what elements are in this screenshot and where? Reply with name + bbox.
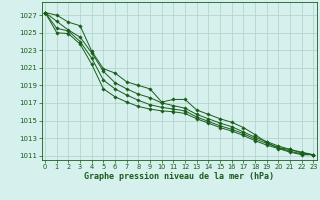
X-axis label: Graphe pression niveau de la mer (hPa): Graphe pression niveau de la mer (hPa) [84,172,274,181]
